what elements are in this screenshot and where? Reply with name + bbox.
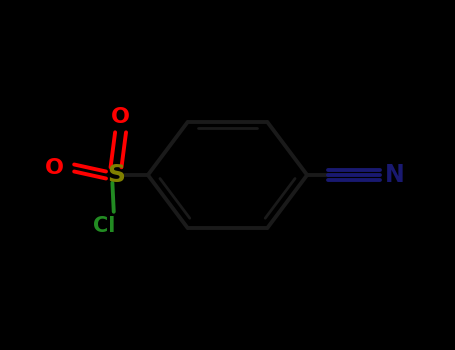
Text: O: O bbox=[45, 158, 64, 178]
Text: S: S bbox=[107, 163, 125, 187]
Text: N: N bbox=[384, 163, 404, 187]
Text: Cl: Cl bbox=[93, 216, 116, 237]
Text: O: O bbox=[111, 107, 130, 127]
